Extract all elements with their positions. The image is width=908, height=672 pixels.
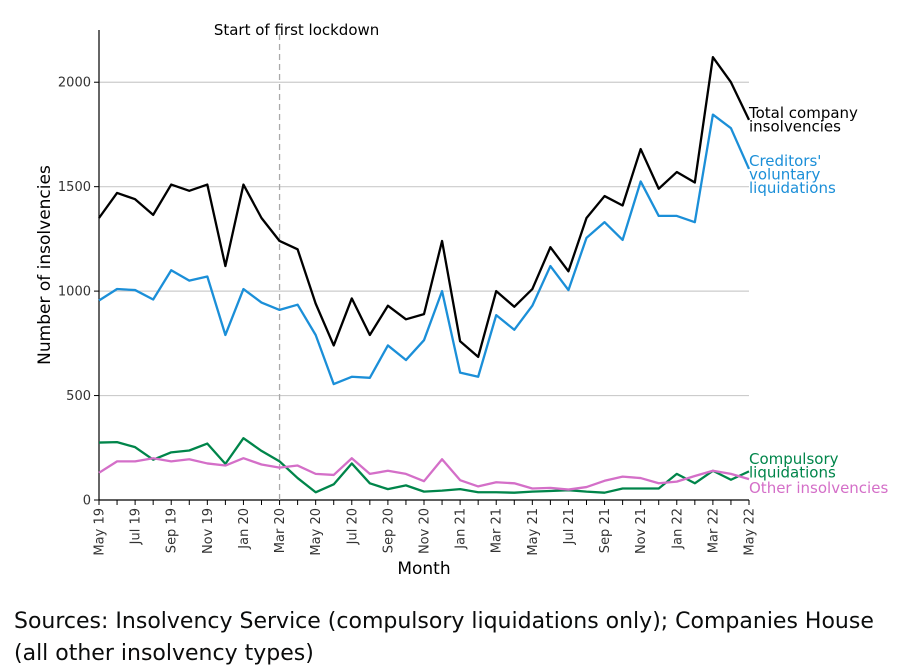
y-tick-label: 1000	[58, 285, 91, 300]
x-tick-label: Sep 21	[598, 508, 613, 553]
x-tick-label: Sep 19	[165, 508, 180, 553]
x-tick-label: Jul 19	[129, 508, 144, 545]
x-ticks: May 19 Jul 19 Sep 19 Nov 19 Jan 20 Mar 20 May …	[93, 500, 758, 556]
lockdown-annotation: Start of first lockdown	[214, 21, 379, 500]
x-tick-label: Nov 21	[634, 508, 649, 554]
series-label-cvl: Creditors' voluntary liquidations	[749, 152, 836, 197]
y-tick-label: 500	[66, 389, 91, 404]
series-line	[98, 56, 751, 359]
x-tick-label: Jan 22	[670, 508, 685, 550]
line-chart: 0 500 1000 1500 2000 May 19 Jul 19 Sep 19 Nov 1…	[35, 21, 888, 579]
series-labels: Total company insolvencies Creditors' volu…	[748, 104, 888, 497]
source-note: Sources: Insolvency Service (compulsory …	[14, 609, 874, 666]
y-tick-label: 0	[83, 494, 91, 509]
x-tick-label: May 19	[93, 508, 108, 556]
axes	[98, 30, 749, 501]
y-tick-label: 1500	[58, 180, 91, 195]
y-axis-title: Number of insolvencies	[35, 165, 55, 365]
series-label-other: Other insolvencies	[749, 479, 888, 497]
lockdown-annotation-label: Start of first lockdown	[214, 21, 379, 39]
series-line	[98, 113, 751, 386]
x-tick-label: Nov 20	[418, 508, 433, 554]
x-tick-label: Nov 19	[201, 508, 216, 554]
series-label-compulsory: Compulsory liquidations	[749, 450, 839, 482]
x-tick-label: Sep 20	[381, 508, 396, 553]
gridlines	[99, 81, 749, 397]
x-tick-label: Mar 22	[706, 508, 721, 553]
x-tick-label: Jan 21	[454, 508, 469, 550]
x-tick-label: Jul 20	[345, 508, 360, 545]
x-tick-label: May 21	[526, 508, 541, 556]
x-tick-label: Jan 20	[237, 508, 252, 550]
y-tick-label: 2000	[58, 76, 91, 91]
series-lines	[98, 56, 751, 494]
series-label-total: Total company insolvencies	[748, 104, 858, 136]
x-tick-label: Mar 21	[490, 508, 505, 553]
series-line	[98, 437, 750, 494]
x-tick-label: May 22	[743, 508, 758, 556]
y-ticks: 0 500 1000 1500 2000	[58, 76, 99, 509]
x-tick-label: May 20	[309, 508, 324, 556]
x-axis-title: Month	[397, 559, 450, 579]
x-tick-label: Jul 21	[562, 508, 577, 545]
series-line	[98, 457, 750, 491]
x-tick-label: Mar 20	[273, 508, 288, 553]
